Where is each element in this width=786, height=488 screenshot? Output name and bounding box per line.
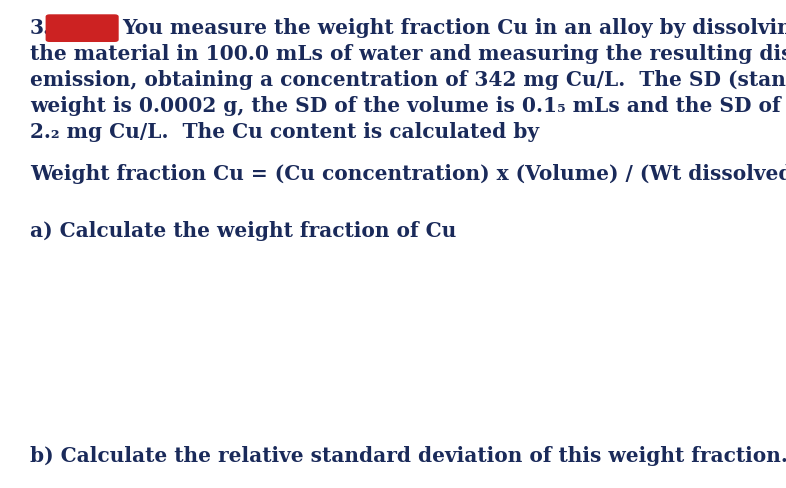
Text: weight is 0.0002 g, the SD of the volume is 0.1₅ mLs and the SD of the concentra: weight is 0.0002 g, the SD of the volume… [30,96,786,116]
Text: 3.: 3. [30,18,51,38]
Text: a) Calculate the weight fraction of Cu: a) Calculate the weight fraction of Cu [30,221,457,241]
Text: Weight fraction Cu = (Cu concentration) x (Volume) / (Wt dissolved): Weight fraction Cu = (Cu concentration) … [30,163,786,183]
Text: emission, obtaining a concentration of 342 mg Cu/L.  The SD (standard deviation): emission, obtaining a concentration of 3… [30,70,786,90]
Text: You measure the weight fraction Cu in an alloy by dissolving 2.012 g of: You measure the weight fraction Cu in an… [123,18,786,38]
Text: the material in 100.0 mLs of water and measuring the resulting dissolved Cu with: the material in 100.0 mLs of water and m… [30,44,786,64]
FancyBboxPatch shape [46,14,119,42]
Text: b) Calculate the relative standard deviation of this weight fraction.: b) Calculate the relative standard devia… [30,447,786,467]
Text: 2.₂ mg Cu/L.  The Cu content is calculated by: 2.₂ mg Cu/L. The Cu content is calculate… [30,122,539,142]
